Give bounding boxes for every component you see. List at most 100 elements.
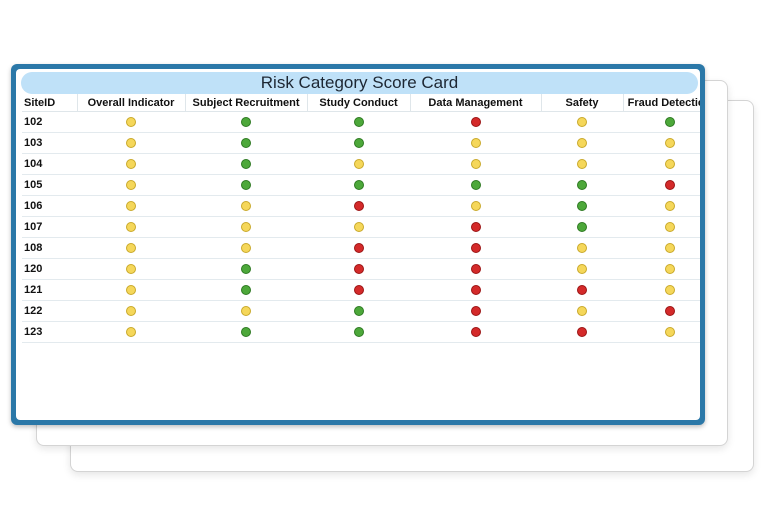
status-cell <box>623 279 700 301</box>
yellow-status-indicator-icon <box>126 285 136 296</box>
risk-score-table: SiteID Overall Indicator Subject Recruit… <box>22 94 700 343</box>
site-id-cell: 102 <box>22 111 77 133</box>
yellow-status-indicator-icon <box>577 159 587 170</box>
yellow-status-indicator-icon <box>353 222 364 233</box>
site-id-cell: 122 <box>22 300 77 322</box>
yellow-status-indicator-icon <box>126 264 136 275</box>
table-row[interactable]: 103 <box>22 132 700 154</box>
red-status-indicator-icon <box>353 201 364 212</box>
status-cell <box>541 195 623 217</box>
status-cell <box>541 279 623 301</box>
table-header-row: SiteID Overall Indicator Subject Recruit… <box>22 94 700 112</box>
column-header-study-conduct[interactable]: Study Conduct <box>307 94 411 112</box>
yellow-status-indicator-icon <box>664 264 675 275</box>
yellow-status-indicator-icon <box>126 138 136 149</box>
yellow-status-indicator-icon <box>664 138 675 149</box>
status-cell <box>307 174 410 196</box>
status-cell <box>541 300 623 322</box>
site-id-cell: 104 <box>22 153 77 175</box>
column-header-siteid[interactable]: SiteID <box>22 94 78 112</box>
table-row[interactable]: 104 <box>22 153 700 175</box>
status-cell <box>541 258 623 280</box>
status-cell <box>307 258 410 280</box>
status-cell <box>307 321 410 343</box>
yellow-status-indicator-icon <box>577 243 587 254</box>
table-row[interactable]: 108 <box>22 237 700 259</box>
status-cell <box>410 237 541 259</box>
yellow-status-indicator-icon <box>241 306 251 317</box>
red-status-indicator-icon <box>470 327 481 338</box>
column-header-data-management[interactable]: Data Management <box>410 94 542 112</box>
column-header-safety[interactable]: Safety <box>541 94 624 112</box>
status-cell <box>185 132 307 154</box>
site-id-cell: 105 <box>22 174 77 196</box>
status-cell <box>623 174 700 196</box>
status-cell <box>410 132 541 154</box>
table-row[interactable]: 105 <box>22 174 700 196</box>
red-status-indicator-icon <box>470 306 481 317</box>
status-cell <box>410 216 541 238</box>
scorecard-body: Risk Category Score Card SiteID Overall … <box>16 69 700 420</box>
status-cell <box>77 111 185 133</box>
status-cell <box>77 258 185 280</box>
red-status-indicator-icon <box>353 264 364 275</box>
green-status-indicator-icon <box>241 180 251 191</box>
red-status-indicator-icon <box>470 264 481 275</box>
red-status-indicator-icon <box>470 117 481 128</box>
yellow-status-indicator-icon <box>470 159 481 170</box>
status-cell <box>185 279 307 301</box>
yellow-status-indicator-icon <box>126 306 136 317</box>
column-header-subject-recruitment[interactable]: Subject Recruitment <box>185 94 308 112</box>
table-row[interactable]: 102 <box>22 111 700 133</box>
yellow-status-indicator-icon <box>577 264 587 275</box>
green-status-indicator-icon <box>577 201 587 212</box>
green-status-indicator-icon <box>577 180 587 191</box>
site-id-cell: 107 <box>22 216 77 238</box>
yellow-status-indicator-icon <box>126 201 136 212</box>
table-row[interactable]: 121 <box>22 279 700 301</box>
table-row[interactable]: 107 <box>22 216 700 238</box>
status-cell <box>410 111 541 133</box>
yellow-status-indicator-icon <box>353 159 364 170</box>
status-cell <box>77 300 185 322</box>
status-cell <box>410 195 541 217</box>
status-cell <box>623 321 700 343</box>
red-status-indicator-icon <box>470 222 481 233</box>
status-cell <box>623 216 700 238</box>
yellow-status-indicator-icon <box>664 159 675 170</box>
status-cell <box>307 279 410 301</box>
site-id-cell: 106 <box>22 195 77 217</box>
column-header-overall-indicator[interactable]: Overall Indicator <box>77 94 186 112</box>
red-status-indicator-icon <box>664 306 675 317</box>
green-status-indicator-icon <box>353 138 364 149</box>
yellow-status-indicator-icon <box>126 180 136 191</box>
yellow-status-indicator-icon <box>126 159 136 170</box>
status-cell <box>623 195 700 217</box>
status-cell <box>185 174 307 196</box>
table-row[interactable]: 106 <box>22 195 700 217</box>
column-header-fraud-detection[interactable]: Fraud Detection <box>623 94 700 112</box>
green-status-indicator-icon <box>353 306 364 317</box>
status-cell <box>185 300 307 322</box>
status-cell <box>307 195 410 217</box>
yellow-status-indicator-icon <box>241 201 251 212</box>
status-cell <box>541 237 623 259</box>
table-row[interactable]: 122 <box>22 300 700 322</box>
green-status-indicator-icon <box>353 327 364 338</box>
yellow-status-indicator-icon <box>577 306 587 317</box>
table-row[interactable]: 123 <box>22 321 700 343</box>
status-cell <box>410 153 541 175</box>
green-status-indicator-icon <box>241 138 251 149</box>
status-cell <box>410 174 541 196</box>
yellow-status-indicator-icon <box>577 117 587 128</box>
site-id-cell: 123 <box>22 321 77 343</box>
yellow-status-indicator-icon <box>664 243 675 254</box>
green-status-indicator-icon <box>241 117 251 128</box>
green-status-indicator-icon <box>470 180 481 191</box>
yellow-status-indicator-icon <box>470 201 481 212</box>
yellow-status-indicator-icon <box>126 117 136 128</box>
yellow-status-indicator-icon <box>664 222 675 233</box>
status-cell <box>541 216 623 238</box>
table-row[interactable]: 120 <box>22 258 700 280</box>
status-cell <box>307 132 410 154</box>
